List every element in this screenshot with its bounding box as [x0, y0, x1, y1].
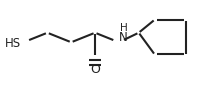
Text: N: N [119, 31, 128, 44]
Text: H: H [120, 23, 127, 33]
Text: HS: HS [5, 37, 21, 50]
Text: O: O [90, 63, 100, 76]
